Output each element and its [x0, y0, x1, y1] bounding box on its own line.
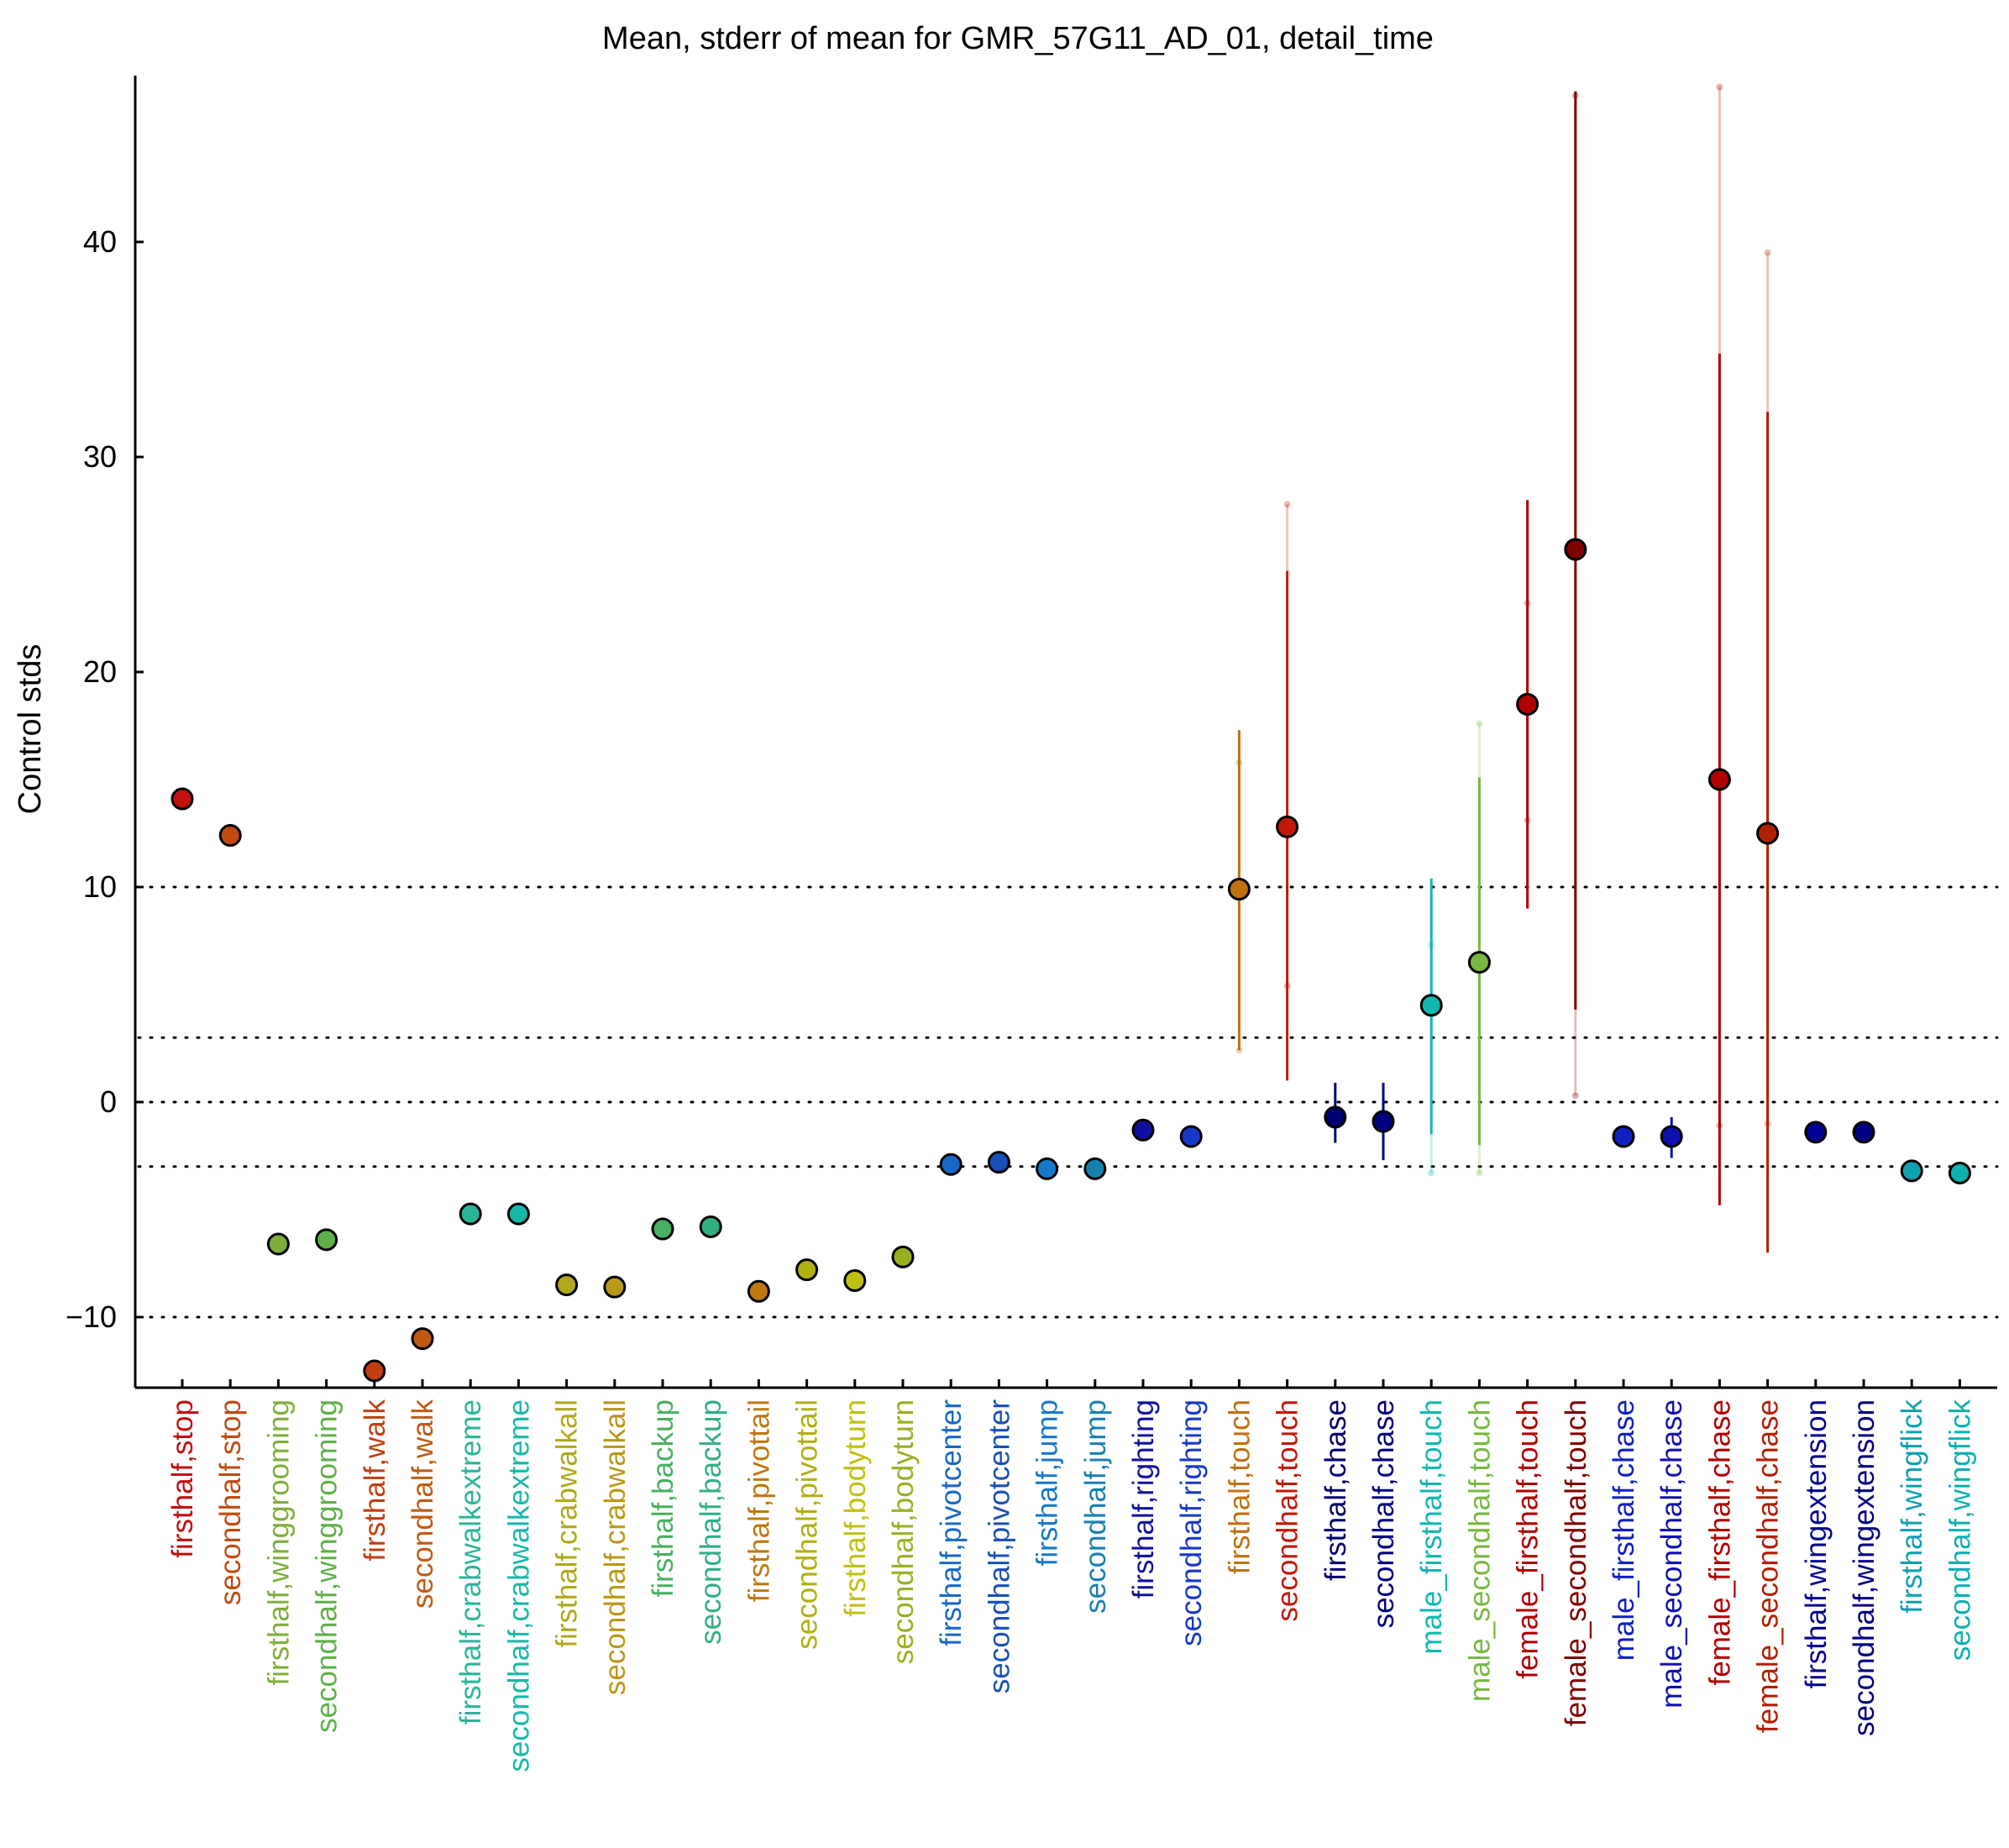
y-tick-label: 10	[83, 869, 117, 904]
data-point	[843, 1268, 867, 1292]
data-point	[1083, 1157, 1107, 1180]
data-point	[891, 1245, 915, 1268]
x-tick-label: firsthalf,jump	[1031, 1399, 1064, 1566]
x-tick-label: secondhalf,righting	[1175, 1399, 1208, 1646]
y-ticks: −10 0 10 20 30 40	[66, 224, 144, 1334]
y-tick-label: −10	[66, 1299, 117, 1334]
x-tick-label: secondhalf,stop	[214, 1399, 247, 1605]
x-tick-label: secondhalf,wingflick	[1943, 1399, 1976, 1662]
data-point	[218, 824, 242, 848]
outer-error-cap	[1476, 720, 1483, 727]
x-tick-label: firsthalf,righting	[1127, 1399, 1160, 1599]
data-point	[1131, 1118, 1155, 1142]
data-point	[1324, 1105, 1347, 1129]
data-point	[555, 1273, 579, 1297]
x-tick-label: secondhalf,backup	[695, 1399, 727, 1645]
data-point	[1179, 1125, 1203, 1148]
x-tick-label: secondhalf,chase	[1367, 1399, 1400, 1628]
data-point	[1372, 1110, 1395, 1133]
outer-error-cap	[1764, 249, 1771, 256]
x-tick-label: firsthalf,chase	[1319, 1399, 1352, 1581]
x-tick-label: secondhalf,touch	[1272, 1399, 1304, 1622]
x-tick-label: male_firsthalf,chase	[1608, 1399, 1640, 1661]
x-tick-label: secondhalf,jump	[1079, 1399, 1112, 1614]
x-tick-label: secondhalf,crabwalkall	[599, 1399, 632, 1695]
outer-error-cap	[1716, 83, 1723, 91]
data-point	[1036, 1157, 1059, 1180]
data-point	[1900, 1159, 1923, 1183]
x-tick-label: female_firsthalf,touch	[1512, 1399, 1545, 1679]
x-tick-label: firsthalf,crabwalkall	[551, 1399, 584, 1648]
x-tick-label: secondhalf,winggrooming	[311, 1399, 344, 1733]
x-tick-label: male_secondhalf,touch	[1463, 1399, 1496, 1702]
x-tick-label: firsthalf,pivottail	[742, 1399, 775, 1602]
data-point	[1612, 1125, 1635, 1148]
data-point	[603, 1275, 627, 1299]
data-point	[1516, 692, 1540, 716]
outer-error-cap	[1571, 1092, 1579, 1100]
data-point	[795, 1258, 819, 1282]
y-tick-label: 20	[83, 654, 117, 689]
data-points	[170, 538, 1971, 1383]
x-tick-label: secondhalf,bodyturn	[887, 1399, 920, 1664]
data-point	[363, 1359, 386, 1383]
data-point	[1660, 1125, 1683, 1148]
x-tick-label: female_secondhalf,touch	[1560, 1399, 1592, 1726]
data-point	[506, 1202, 530, 1226]
x-ticks: firsthalf,stop secondhalf,stop firsthalf,w…	[166, 1379, 1976, 1772]
data-point	[170, 787, 194, 811]
x-tick-label: secondhalf,pivotcenter	[983, 1399, 1015, 1694]
data-point	[411, 1327, 434, 1351]
y-tick-label: 40	[83, 224, 117, 259]
x-tick-label: male_firsthalf,touch	[1415, 1399, 1448, 1654]
x-tick-label: secondhalf,pivottail	[791, 1399, 824, 1650]
reference-lines	[137, 885, 1999, 1319]
data-point	[747, 1279, 770, 1303]
outer-error-cap	[1476, 1169, 1483, 1177]
data-point	[459, 1202, 482, 1226]
data-point	[1852, 1121, 1875, 1144]
chart-title: Mean, stderr of mean for GMR_57G11_AD_01…	[602, 21, 1434, 56]
data-point	[1467, 951, 1491, 974]
data-point	[1804, 1121, 1828, 1144]
data-point	[987, 1151, 1010, 1174]
data-point	[1227, 878, 1251, 901]
data-point	[1707, 768, 1731, 791]
outer-error-cap	[1283, 501, 1291, 508]
x-tick-label: secondhalf,walk	[407, 1399, 439, 1609]
y-tick-label: 0	[100, 1084, 117, 1119]
x-tick-label: firsthalf,winggrooming	[262, 1399, 295, 1685]
data-point	[939, 1152, 963, 1176]
x-tick-label: firsthalf,bodyturn	[839, 1399, 872, 1617]
outer-error-cap	[1428, 1169, 1435, 1177]
x-tick-label: firsthalf,pivotcenter	[935, 1399, 968, 1646]
x-tick-label: female_secondhalf,chase	[1752, 1399, 1785, 1733]
x-tick-label: firsthalf,stop	[166, 1399, 199, 1558]
error-bars	[1235, 83, 1771, 1253]
data-point	[1564, 538, 1587, 561]
y-axis-label: Control stds	[13, 644, 48, 815]
x-tick-label: firsthalf,wingflick	[1896, 1399, 1928, 1614]
x-tick-label: male_secondhalf,chase	[1655, 1399, 1688, 1709]
x-tick-label: secondhalf,crabwalkextreme	[502, 1399, 535, 1772]
data-point	[266, 1232, 290, 1256]
data-point	[1276, 815, 1299, 838]
x-tick-label: firsthalf,walk	[359, 1399, 391, 1562]
x-tick-label: female_firsthalf,chase	[1703, 1399, 1736, 1685]
x-tick-label: firsthalf,wingextension	[1800, 1399, 1833, 1688]
axes	[134, 76, 1997, 1389]
data-point	[1419, 994, 1443, 1017]
x-tick-label: firsthalf,crabwalkextreme	[454, 1399, 487, 1725]
data-point	[1756, 822, 1780, 845]
data-point	[699, 1215, 722, 1238]
x-tick-label: secondhalf,wingextension	[1848, 1399, 1880, 1736]
data-point	[315, 1228, 338, 1252]
data-point	[1948, 1161, 1971, 1184]
y-tick-label: 30	[83, 439, 117, 474]
x-tick-label: firsthalf,backup	[647, 1399, 679, 1597]
x-tick-label: firsthalf,touch	[1223, 1399, 1256, 1574]
data-point	[651, 1217, 674, 1241]
